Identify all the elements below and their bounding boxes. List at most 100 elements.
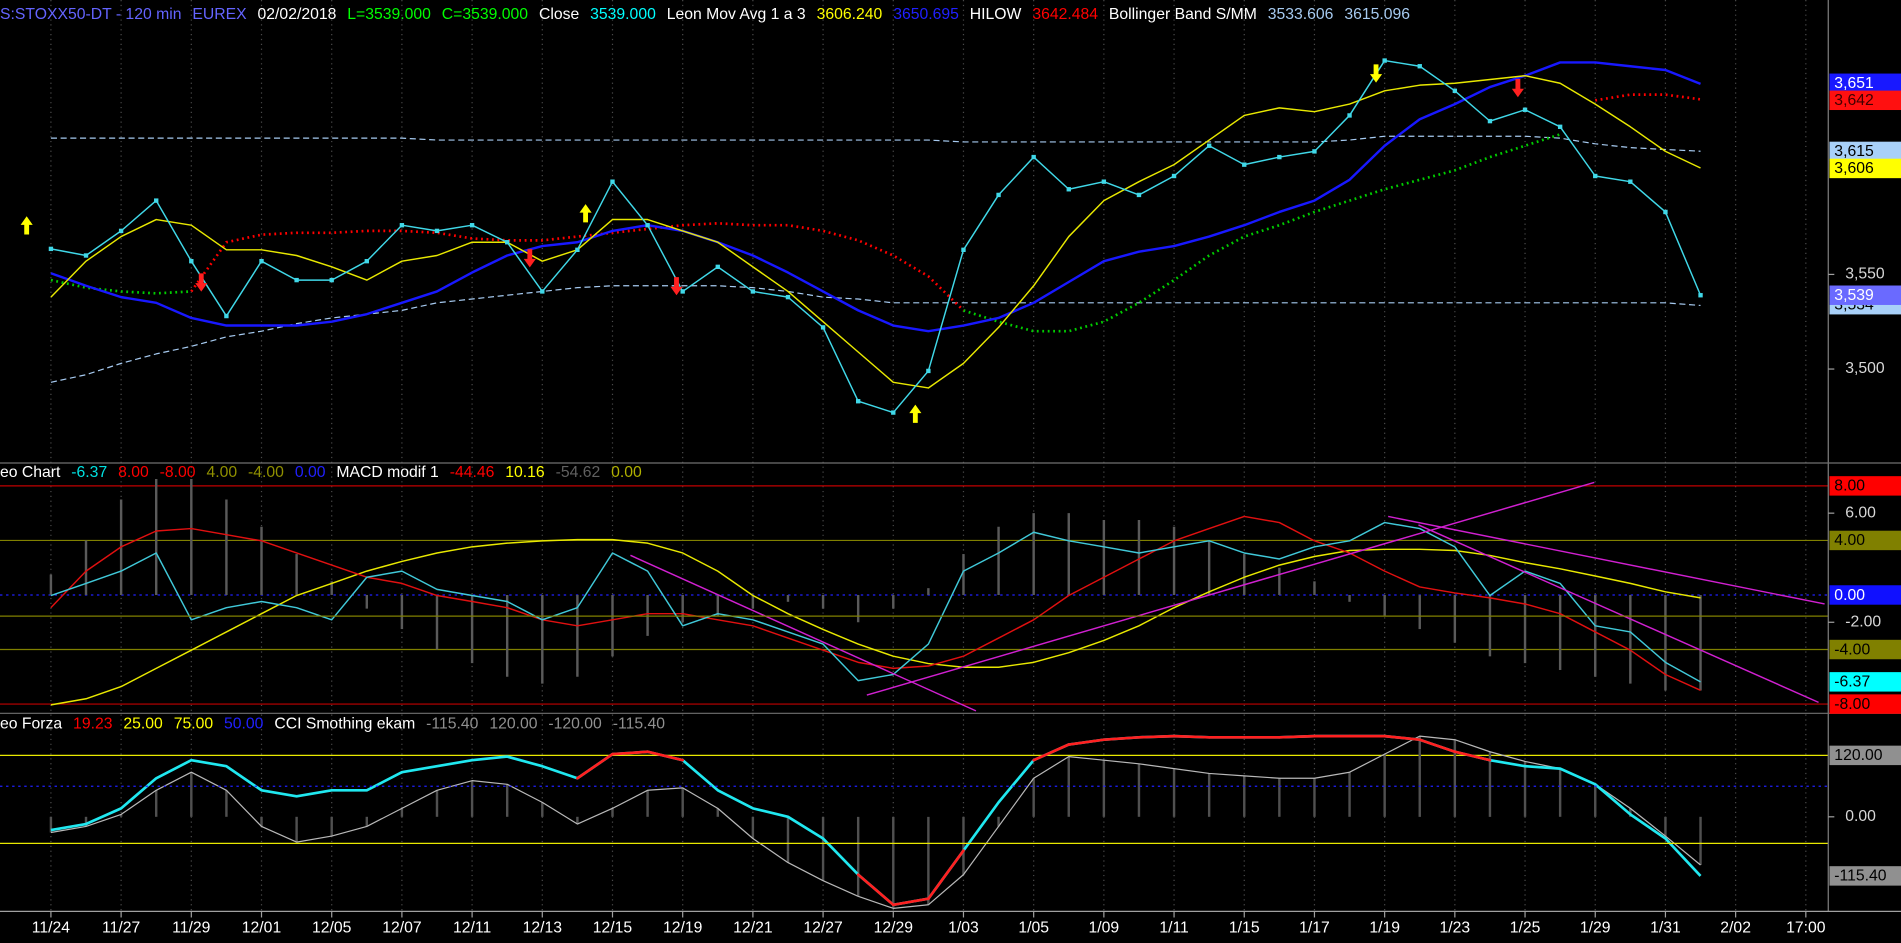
x-tick-label: 12/05 bbox=[312, 920, 352, 937]
x-tick-label: 12/29 bbox=[874, 920, 914, 937]
extreme-segment bbox=[611, 750, 649, 756]
value-badge bbox=[1829, 585, 1901, 605]
extreme-segment bbox=[576, 752, 614, 780]
extreme-segment bbox=[1383, 734, 1422, 742]
buy-arrow bbox=[20, 216, 33, 235]
data-point bbox=[540, 289, 545, 294]
value-badge-label: -8.00 bbox=[1834, 696, 1870, 713]
x-tick-label: 17:00 bbox=[1786, 920, 1826, 937]
x-tick-label: 11/29 bbox=[172, 920, 210, 937]
header-text: 10.16 bbox=[505, 464, 545, 481]
value-badge-label: 3,651 bbox=[1834, 75, 1873, 92]
header-text: 3650.695 bbox=[893, 6, 959, 23]
data-point bbox=[1171, 173, 1177, 179]
data-point bbox=[434, 228, 440, 234]
data-point bbox=[505, 240, 510, 245]
x-tick-label: 1/25 bbox=[1510, 920, 1541, 937]
value-badge bbox=[1829, 672, 1901, 692]
data-point bbox=[926, 368, 931, 374]
data-point bbox=[1452, 88, 1458, 94]
data-point bbox=[1698, 293, 1703, 298]
x-tick-label: 12/21 bbox=[733, 920, 772, 937]
value-badge-label: 0.00 bbox=[1834, 587, 1865, 604]
data-point bbox=[1487, 118, 1493, 124]
x-tick-label: 1/15 bbox=[1229, 920, 1260, 937]
x-tick-label: 1/31 bbox=[1650, 920, 1681, 937]
series-line bbox=[50, 538, 1701, 706]
data-point bbox=[1277, 154, 1282, 160]
x-tick-label: 12/27 bbox=[803, 920, 842, 937]
grid-layer bbox=[0, 0, 1829, 912]
data-point bbox=[1522, 107, 1528, 112]
series-line bbox=[50, 135, 1701, 152]
header-text: 4.00 bbox=[206, 464, 237, 481]
value-badge bbox=[1829, 90, 1901, 111]
extreme-segment bbox=[856, 873, 895, 907]
data-point bbox=[469, 223, 475, 228]
extreme-segment bbox=[1032, 743, 1071, 762]
trend-line bbox=[1388, 515, 1825, 605]
data-point bbox=[1312, 149, 1317, 154]
x-tick-label: 1/17 bbox=[1299, 920, 1330, 937]
data-point bbox=[189, 258, 194, 264]
data-point bbox=[645, 223, 650, 228]
sell-arrow bbox=[1369, 64, 1383, 83]
extreme-segment bbox=[646, 750, 685, 762]
value-badge bbox=[1829, 866, 1901, 886]
series-line bbox=[50, 285, 1701, 383]
header-text: eo Chart bbox=[0, 464, 61, 481]
x-tick-label: 12/15 bbox=[593, 920, 633, 937]
header-text: -4.00 bbox=[248, 464, 284, 481]
x-tick-label: 1/03 bbox=[948, 920, 979, 937]
header-text: 8.00 bbox=[118, 464, 149, 481]
data-point bbox=[48, 246, 54, 252]
value-badge bbox=[1829, 285, 1901, 305]
data-point bbox=[399, 223, 405, 228]
header-text: 25.00 bbox=[123, 715, 163, 732]
data-point bbox=[1206, 143, 1212, 148]
header-text: Bollinger Band S/MM bbox=[1109, 6, 1257, 23]
trend-line bbox=[1418, 524, 1819, 704]
header-text: 3642.484 bbox=[1032, 6, 1098, 23]
value-badge-label: 8.00 bbox=[1834, 478, 1865, 495]
value-badge bbox=[1829, 694, 1901, 714]
value-badge bbox=[1829, 530, 1901, 551]
x-tick-label: 1/23 bbox=[1440, 920, 1471, 937]
header-text: eo Forza bbox=[0, 715, 62, 732]
series-line bbox=[50, 735, 1701, 909]
data-point bbox=[259, 258, 264, 264]
x-tick-label: 1/05 bbox=[1018, 920, 1049, 937]
data-point bbox=[996, 192, 1001, 198]
x-tick-label: 1/19 bbox=[1369, 920, 1400, 937]
data-point bbox=[1136, 192, 1142, 198]
value-badge-label: -115.40 bbox=[1834, 868, 1886, 885]
header-text: CCI Smothing ekam bbox=[274, 715, 415, 732]
header-text: -44.46 bbox=[450, 464, 495, 481]
annotation-layer bbox=[0, 64, 1829, 844]
sell-arrow bbox=[1511, 78, 1524, 98]
data-point bbox=[294, 277, 299, 283]
x-tick-label: 1/11 bbox=[1159, 920, 1188, 937]
x-tick-label: 12/19 bbox=[663, 920, 703, 937]
header-text: -54.62 bbox=[556, 464, 601, 481]
extreme-segment bbox=[1067, 738, 1106, 746]
data-point bbox=[1663, 209, 1668, 215]
y-tick-label: 6.00 bbox=[1845, 504, 1876, 521]
header-text: EUREX bbox=[192, 6, 247, 23]
x-tick-label: 11/24 bbox=[32, 920, 70, 937]
data-point bbox=[224, 313, 229, 319]
extreme-segment bbox=[1453, 750, 1492, 762]
data-point bbox=[364, 258, 369, 264]
data-point bbox=[1347, 113, 1352, 118]
x-tick-label: 1/09 bbox=[1089, 920, 1120, 937]
value-badge-label: 120.00 bbox=[1834, 747, 1882, 764]
series-line bbox=[190, 93, 1701, 312]
data-point bbox=[1417, 64, 1422, 69]
series-line bbox=[50, 61, 1701, 333]
header-text: Leon Mov Avg 1 a 3 bbox=[667, 6, 806, 23]
header-text: 50.00 bbox=[224, 715, 264, 732]
data-point bbox=[610, 179, 615, 184]
value-badge bbox=[1829, 639, 1901, 660]
buy-arrow bbox=[909, 404, 922, 423]
